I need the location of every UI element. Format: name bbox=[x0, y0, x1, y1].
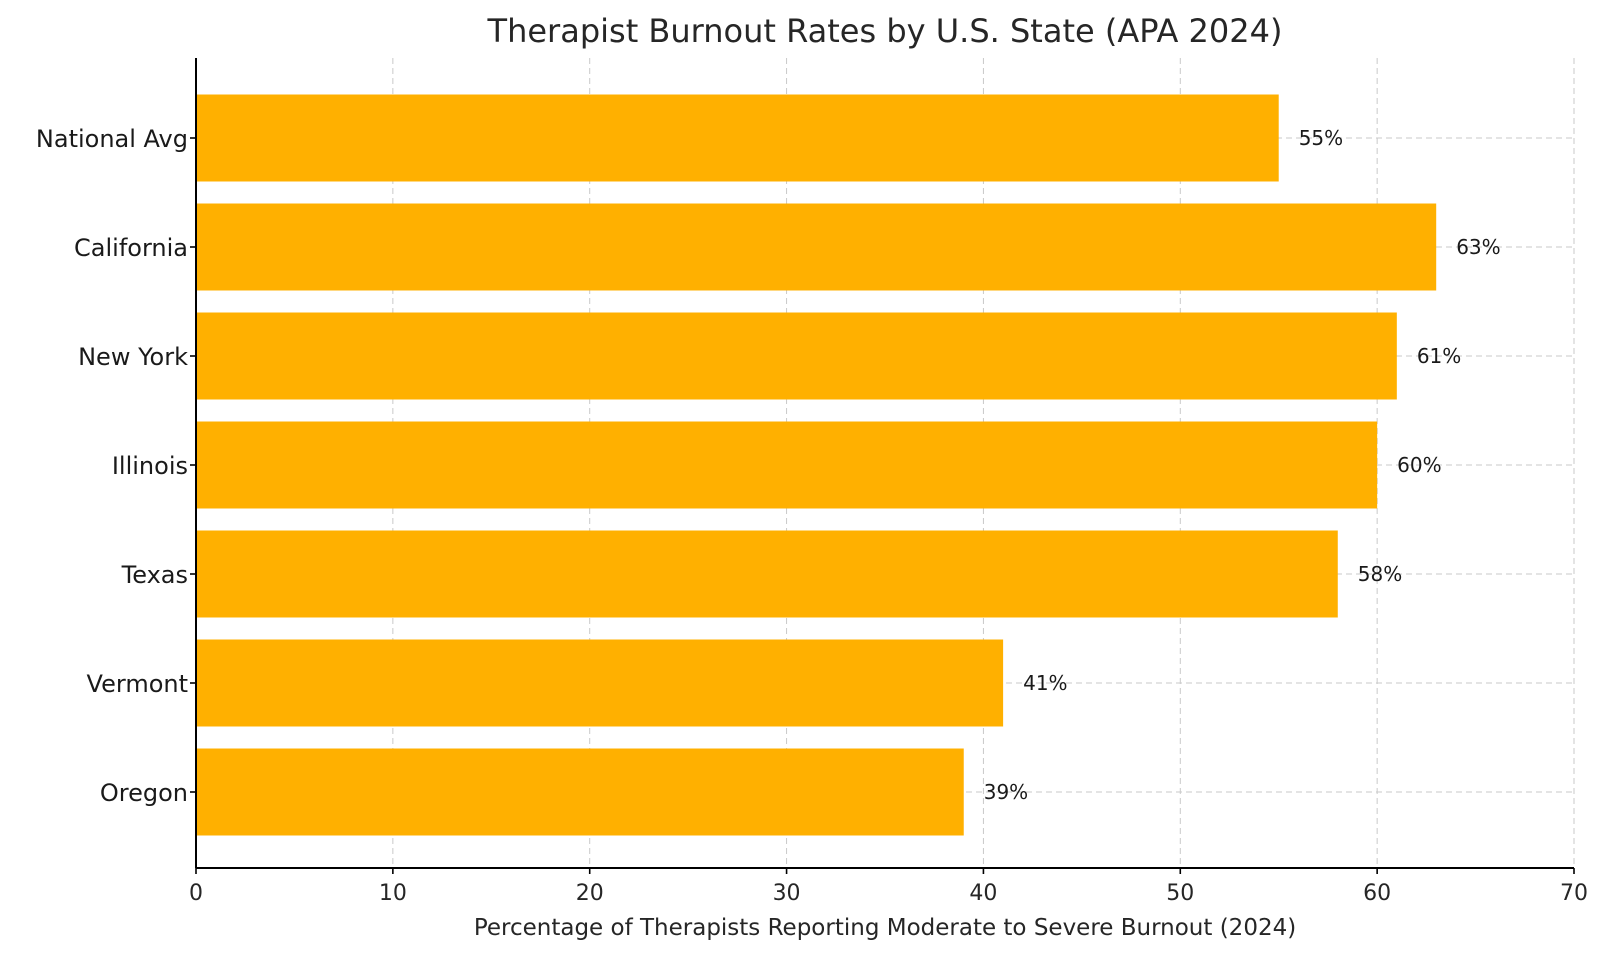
x-tick-label: 70 bbox=[1560, 881, 1588, 906]
axes-layer bbox=[190, 58, 1575, 874]
x-tick-label: 10 bbox=[379, 881, 407, 906]
data-label: 55% bbox=[1299, 126, 1343, 150]
bar-california bbox=[196, 203, 1437, 291]
category-tick-label: Texas bbox=[121, 561, 188, 589]
labels-layer: 55% National Avg 63% California 61% New York 6… bbox=[36, 125, 1588, 906]
category-tick-label: Oregon bbox=[100, 779, 188, 807]
chart-title: Therapist Burnout Rates by U.S. State (A… bbox=[487, 12, 1283, 50]
data-label: 60% bbox=[1397, 453, 1441, 477]
category-tick-label: Illinois bbox=[112, 452, 188, 480]
data-label: 41% bbox=[1023, 671, 1067, 695]
category-tick-label: New York bbox=[78, 343, 188, 371]
x-tick-label: 60 bbox=[1363, 881, 1391, 906]
x-tick-label: 0 bbox=[189, 881, 203, 906]
bar-national-avg bbox=[196, 94, 1279, 182]
x-tick-label: 30 bbox=[773, 881, 801, 906]
category-tick-label: National Avg bbox=[36, 125, 188, 153]
data-label: 58% bbox=[1358, 562, 1402, 586]
bar-new-york bbox=[196, 312, 1397, 400]
x-tick-label: 20 bbox=[576, 881, 604, 906]
bar-texas bbox=[196, 530, 1338, 618]
bar-oregon bbox=[196, 748, 964, 836]
x-axis-title: Percentage of Therapists Reporting Moder… bbox=[474, 915, 1296, 941]
data-label: 63% bbox=[1456, 235, 1500, 259]
bars-layer bbox=[196, 94, 1437, 836]
category-tick-label: California bbox=[74, 234, 188, 262]
bar-illinois bbox=[196, 421, 1378, 509]
data-label: 39% bbox=[984, 780, 1028, 804]
bar-vermont bbox=[196, 639, 1004, 727]
category-tick-label: Vermont bbox=[87, 670, 188, 698]
x-tick-label: 50 bbox=[1166, 881, 1194, 906]
data-label: 61% bbox=[1417, 344, 1461, 368]
x-tick-label: 40 bbox=[969, 881, 997, 906]
